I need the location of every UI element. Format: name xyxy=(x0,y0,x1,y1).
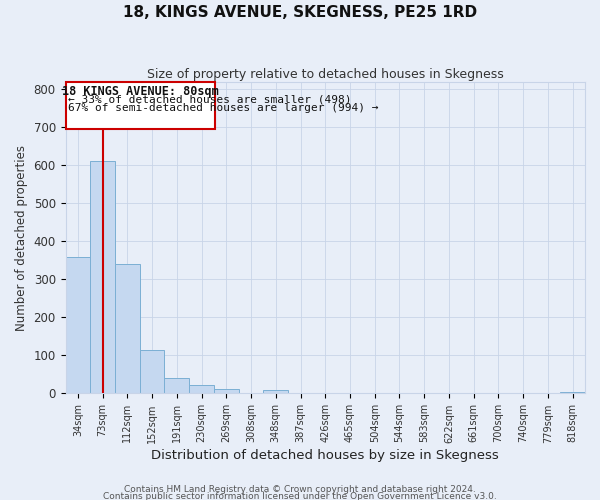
Text: 18 KINGS AVENUE: 80sqm: 18 KINGS AVENUE: 80sqm xyxy=(62,86,219,98)
Bar xyxy=(560,392,585,394)
Y-axis label: Number of detached properties: Number of detached properties xyxy=(15,144,28,330)
Text: 67% of semi-detached houses are larger (994) →: 67% of semi-detached houses are larger (… xyxy=(68,104,379,114)
X-axis label: Distribution of detached houses by size in Skegness: Distribution of detached houses by size … xyxy=(151,450,499,462)
Text: ← 33% of detached houses are smaller (498): ← 33% of detached houses are smaller (49… xyxy=(68,95,352,105)
Bar xyxy=(65,258,90,394)
Bar xyxy=(263,390,288,394)
Bar xyxy=(90,161,115,394)
Text: Contains public sector information licensed under the Open Government Licence v3: Contains public sector information licen… xyxy=(103,492,497,500)
Text: 18, KINGS AVENUE, SKEGNESS, PE25 1RD: 18, KINGS AVENUE, SKEGNESS, PE25 1RD xyxy=(123,5,477,20)
Bar xyxy=(164,378,189,394)
Bar xyxy=(115,264,140,394)
Text: Contains HM Land Registry data © Crown copyright and database right 2024.: Contains HM Land Registry data © Crown c… xyxy=(124,486,476,494)
Bar xyxy=(189,386,214,394)
FancyBboxPatch shape xyxy=(66,82,215,129)
Bar xyxy=(140,350,164,394)
Bar xyxy=(214,388,239,394)
Title: Size of property relative to detached houses in Skegness: Size of property relative to detached ho… xyxy=(147,68,503,80)
